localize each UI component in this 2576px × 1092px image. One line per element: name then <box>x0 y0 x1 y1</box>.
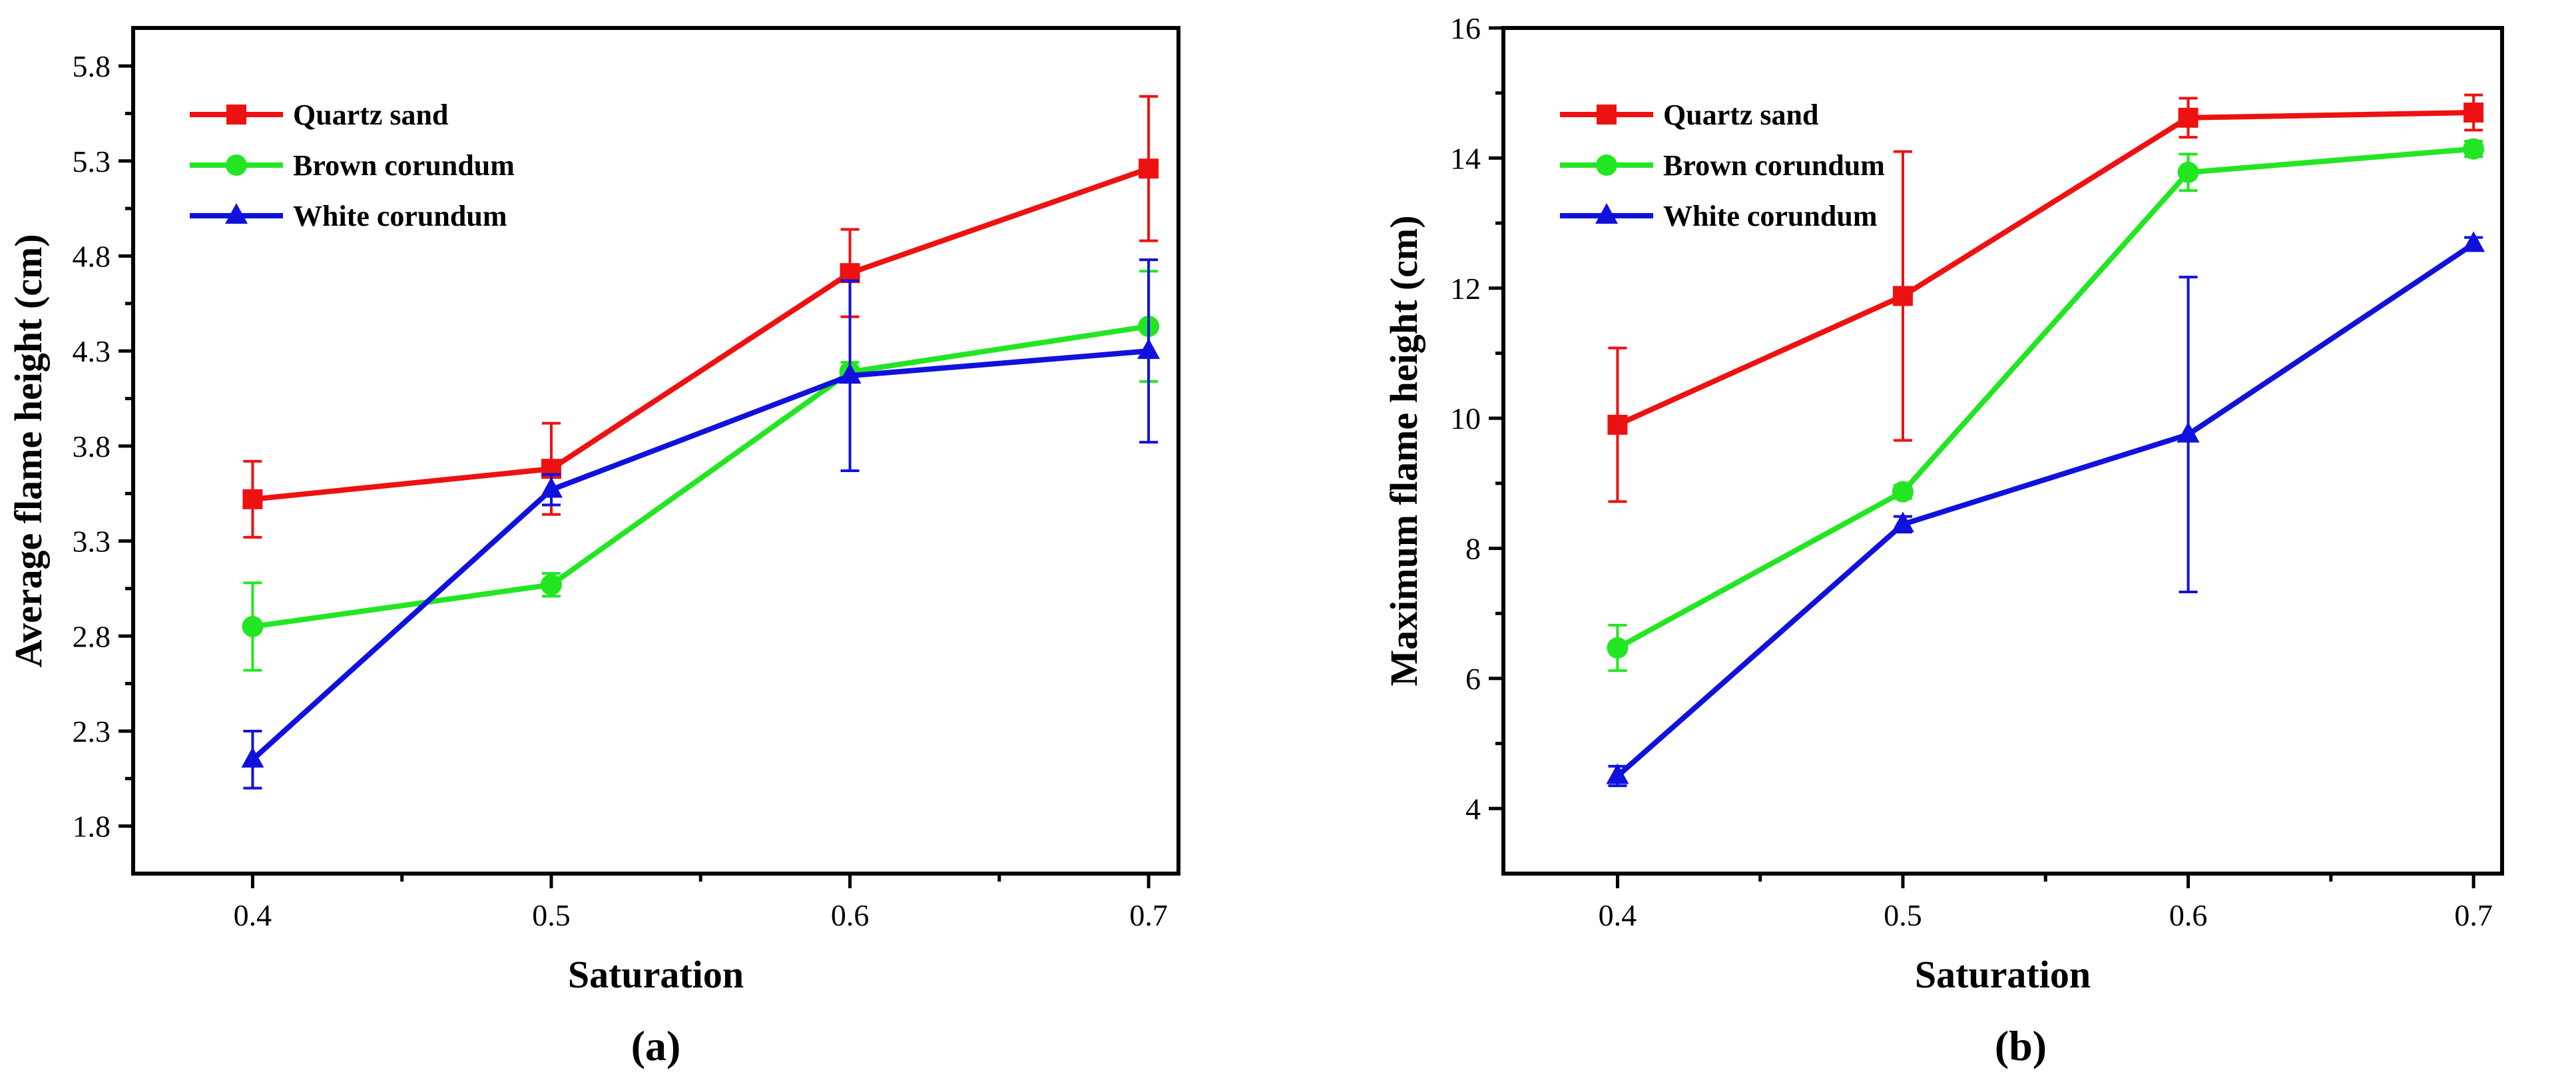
triangle-marker <box>1137 338 1160 360</box>
square-marker <box>226 105 246 125</box>
series-white-corundum <box>1606 231 2485 788</box>
square-marker <box>2178 107 2198 128</box>
legend-label: White corundum <box>1663 200 1877 232</box>
x-axis-label: Saturation <box>568 953 744 996</box>
y-tick-label: 3.8 <box>73 429 111 463</box>
chart-panel-a: 0.4 0.5 0.6 0.7 1.8 2.3 2.8 3.3 3.8 4.3 4.8 5.3 5.8 S… <box>7 26 1180 1069</box>
x-axis-label: Saturation <box>1915 953 2091 996</box>
series-quartz-sand <box>242 95 1159 539</box>
square-marker <box>2463 103 2484 123</box>
y-tick-label: 10 <box>1450 402 1481 435</box>
triangle-marker <box>2462 231 2485 252</box>
y-tick-label: 3.3 <box>73 525 111 559</box>
legend-item: Quartz sand <box>190 99 448 131</box>
y-axis-label: Maximum flame height (cm) <box>1382 215 1425 686</box>
y-tick-label: 8 <box>1465 532 1481 566</box>
plot-frame <box>131 26 1180 876</box>
x-tick-label: 0.6 <box>831 898 870 932</box>
triangle-marker <box>838 363 862 384</box>
series-line <box>1616 146 2474 651</box>
panel-label: (a) <box>631 1022 681 1069</box>
x-tick-label: 0.7 <box>1129 898 1168 932</box>
series-quartz-sand <box>1607 93 2484 503</box>
legend-label: White corundum <box>293 200 507 232</box>
square-marker <box>1893 286 1913 306</box>
triangle-marker <box>241 746 264 768</box>
panel-label: (b) <box>1995 1022 2047 1069</box>
series-white-corundum <box>241 258 1160 790</box>
y-tick-label: 1.8 <box>73 810 111 844</box>
series-line <box>1615 242 2475 778</box>
y-axis-label: Average flame height (cm) <box>7 234 50 667</box>
y-tick-label: 4 <box>1465 792 1481 826</box>
square-marker <box>242 489 263 509</box>
triangle-marker <box>1892 511 1914 533</box>
circle-marker <box>541 574 562 596</box>
legend-item: Brown corundum <box>1560 149 1885 182</box>
triangle-marker <box>1606 763 1629 784</box>
x-tick-label: 0.4 <box>1599 898 1637 932</box>
legend-label: Quartz sand <box>293 99 448 131</box>
y-tick-label: 5.8 <box>73 49 111 83</box>
circle-marker <box>1607 637 1629 659</box>
legend-item: Quartz sand <box>1560 99 1818 131</box>
y-tick-label: 6 <box>1465 662 1481 696</box>
series-line <box>252 324 1149 629</box>
x-tick-label: 0.5 <box>1884 898 1922 932</box>
legend-item: White corundum <box>1560 200 1877 232</box>
circle-marker <box>1892 481 1914 503</box>
series-line <box>1616 110 2474 427</box>
circle-marker <box>226 154 247 176</box>
series-brown-corundum <box>242 270 1160 672</box>
series-brown-corundum <box>1607 138 2485 673</box>
y-tick-label: 4.3 <box>73 334 111 368</box>
x-tick-label: 0.7 <box>2454 898 2493 932</box>
y-tick-label: 14 <box>1450 141 1481 175</box>
y-tick-label: 2.3 <box>73 714 111 748</box>
x-tick-label: 0.6 <box>2169 898 2208 932</box>
y-tick-label: 4.8 <box>73 239 111 273</box>
series-line <box>252 166 1150 502</box>
circle-marker <box>242 615 264 637</box>
series-line <box>250 348 1149 762</box>
legend-label: Quartz sand <box>1663 99 1818 131</box>
plot-frame <box>1501 26 2504 876</box>
y-tick-label: 12 <box>1450 272 1481 306</box>
legend-label: Brown corundum <box>293 149 515 182</box>
circle-marker <box>2463 138 2485 160</box>
triangle-marker <box>1595 203 1618 224</box>
triangle-marker <box>2177 421 2200 443</box>
chart-panel-b: 0.4 0.5 0.6 0.7 4 6 8 10 12 14 16 Saturation Maximum… <box>1382 11 2504 1069</box>
legend-item: White corundum <box>190 200 507 232</box>
square-marker <box>1607 414 1628 435</box>
y-tick-label: 16 <box>1450 11 1481 45</box>
legend-label: Brown corundum <box>1663 149 1885 182</box>
triangle-marker <box>540 477 563 498</box>
triangle-marker <box>225 203 248 224</box>
square-marker <box>1597 105 1617 125</box>
x-tick-label: 0.5 <box>532 898 571 932</box>
square-marker <box>1139 158 1159 179</box>
y-tick-label: 5.3 <box>73 144 111 178</box>
legend-item: Brown corundum <box>190 149 515 182</box>
circle-marker <box>2177 161 2199 183</box>
y-tick-label: 2.8 <box>73 619 111 653</box>
circle-marker <box>1596 154 1617 176</box>
x-tick-label: 0.4 <box>234 898 272 932</box>
